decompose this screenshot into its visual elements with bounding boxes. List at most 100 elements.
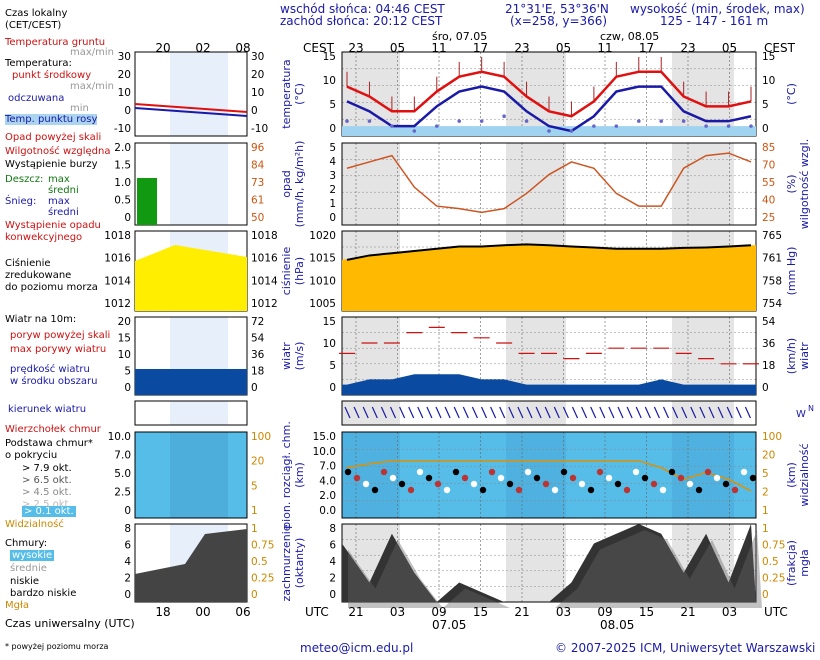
cloud-base-dot <box>695 486 703 494</box>
dew-point-dot <box>547 129 551 133</box>
mini-day-band <box>170 143 228 225</box>
cloud-base-dot <box>560 468 568 476</box>
utc-label-right: UTC <box>764 605 788 619</box>
cloud-base-dot <box>470 480 478 488</box>
legend-snow-max: max <box>48 196 70 207</box>
cloud-tick: 1 <box>762 505 769 517</box>
legend-wind-speed: prędkość wiatru <box>10 364 90 375</box>
legend-precip-above: Opad powyżej skali <box>5 132 102 143</box>
cover-tick: 0.75 <box>762 540 785 552</box>
cloud-tick: 15.0 <box>313 431 336 443</box>
mini-wind-tick: 18 <box>251 366 264 378</box>
night-band <box>342 432 400 518</box>
footnote: * powyżej poziomu morza <box>5 642 109 651</box>
cloud-base-dot <box>659 486 667 494</box>
pressure-side-title: ciśnienie <box>280 247 293 296</box>
dew-point-dot <box>614 124 619 128</box>
mini-cover-tick: 6 <box>124 540 131 552</box>
cover-side-title: zachmurzenie <box>280 524 293 601</box>
cloud-base-dot <box>407 486 415 494</box>
legend-rain-max: max <box>48 174 70 185</box>
cloud-base-dot <box>461 474 469 482</box>
precip-tick: 25 <box>762 212 775 224</box>
wind-arrow <box>644 406 651 419</box>
mini-wind-tick: 5 <box>124 366 131 378</box>
wind-arrow <box>471 406 478 419</box>
dew-point-dot <box>390 124 394 128</box>
mini-temp-line <box>134 103 248 113</box>
cloud-base-dot <box>416 468 424 476</box>
temp-tick: 10 <box>323 75 336 87</box>
legend-okt2: > 6.5 okt. <box>22 475 72 486</box>
pressure-side-title: (mm Hg) <box>785 247 798 296</box>
mini-wind-tick: 54 <box>251 333 265 345</box>
cover-side-title: (oktanty) <box>293 538 306 589</box>
cest-label-right: CEST <box>764 41 796 55</box>
wind-arrow <box>399 406 406 419</box>
cover-tick: 4 <box>329 556 336 568</box>
mini-bottom-tick: 06 <box>235 605 250 619</box>
pressure-tick: 758 <box>762 275 782 287</box>
cloud-base-dot <box>533 474 541 482</box>
temp-tick: 15 <box>762 51 775 63</box>
wind-arrow <box>699 406 706 419</box>
footer-email[interactable]: meteo@icm.edu.pl <box>300 641 414 655</box>
cover-tick: 6 <box>329 540 336 552</box>
wind-arrow <box>662 406 670 419</box>
night-band <box>506 401 566 425</box>
legend-perceived: odczuwana <box>8 93 65 104</box>
pressure-tick: 754 <box>762 298 782 310</box>
temp-tick: 10 <box>762 75 775 87</box>
cloud-base-dot <box>587 486 595 494</box>
legend-temperature: Temperatura: <box>5 58 72 69</box>
wind-arrow <box>353 406 360 419</box>
legend-okt5: > 0.1 okt. <box>22 506 76 517</box>
temp-tick: 0 <box>762 123 769 135</box>
mini-bottom-tick: 00 <box>195 605 210 619</box>
cloud-base-dot <box>569 474 577 482</box>
cloud-tick: 20 <box>762 450 775 462</box>
mini-precip-tick: 1.5 <box>114 160 131 172</box>
wind-speed-area <box>342 374 756 395</box>
mini-temp-tick: 10 <box>251 87 264 99</box>
temp-side-title: temperatura <box>280 59 293 128</box>
legend-pressure-3: do poziomu morza <box>5 282 98 293</box>
pressure-tick: 1010 <box>309 275 336 287</box>
wind-arrow <box>480 406 488 419</box>
wind-arrow <box>362 406 369 419</box>
cloud-tick: 100 <box>762 431 782 443</box>
cloud-base-dot <box>641 474 649 482</box>
precip-tick: 70 <box>762 160 775 172</box>
coordinates: 21°31'E, 53°36'N <box>505 2 609 16</box>
cloud-base-dot <box>614 480 622 488</box>
grid-point: (x=258, y=366) <box>510 14 608 28</box>
wind-arrow <box>544 406 551 419</box>
precip-tick: 40 <box>762 195 775 207</box>
mini-precip-tick: 73 <box>251 177 264 189</box>
cloud-base-dot <box>362 480 370 488</box>
temp-side-title: (°C) <box>785 83 798 105</box>
mini-temp-tick: 30 <box>251 51 264 63</box>
wind-side-title: wiatr <box>280 342 293 370</box>
mini-rain-bars <box>137 178 157 225</box>
mini-pressure-tick: 1012 <box>251 298 278 310</box>
dew-point-dot <box>479 119 484 123</box>
compass-n: N <box>808 404 814 413</box>
wind-arrow <box>499 406 506 419</box>
wind-tick: 0 <box>329 382 336 394</box>
precip-tick: 3 <box>329 170 336 182</box>
wind-arrow <box>426 406 433 419</box>
legend-humidity: Wilgotność względna <box>5 146 111 157</box>
cloud-tick: 5 <box>762 468 769 480</box>
wind-arrow <box>744 406 751 419</box>
cloud-base-dot <box>497 474 505 482</box>
pressure-area-shade <box>342 244 756 311</box>
mini-cover-tick: 0 <box>251 589 258 601</box>
cloud-tick: 7.0 <box>319 461 336 473</box>
cloud-base-dot <box>686 480 694 488</box>
temp-side-title: (°C) <box>293 83 306 105</box>
sunrise: wschód słońca: 04:46 CEST <box>280 2 445 16</box>
legend-clouds: Chmury: <box>5 538 48 549</box>
utc-tick: 09 <box>597 605 612 619</box>
wind-arrow <box>389 406 397 419</box>
